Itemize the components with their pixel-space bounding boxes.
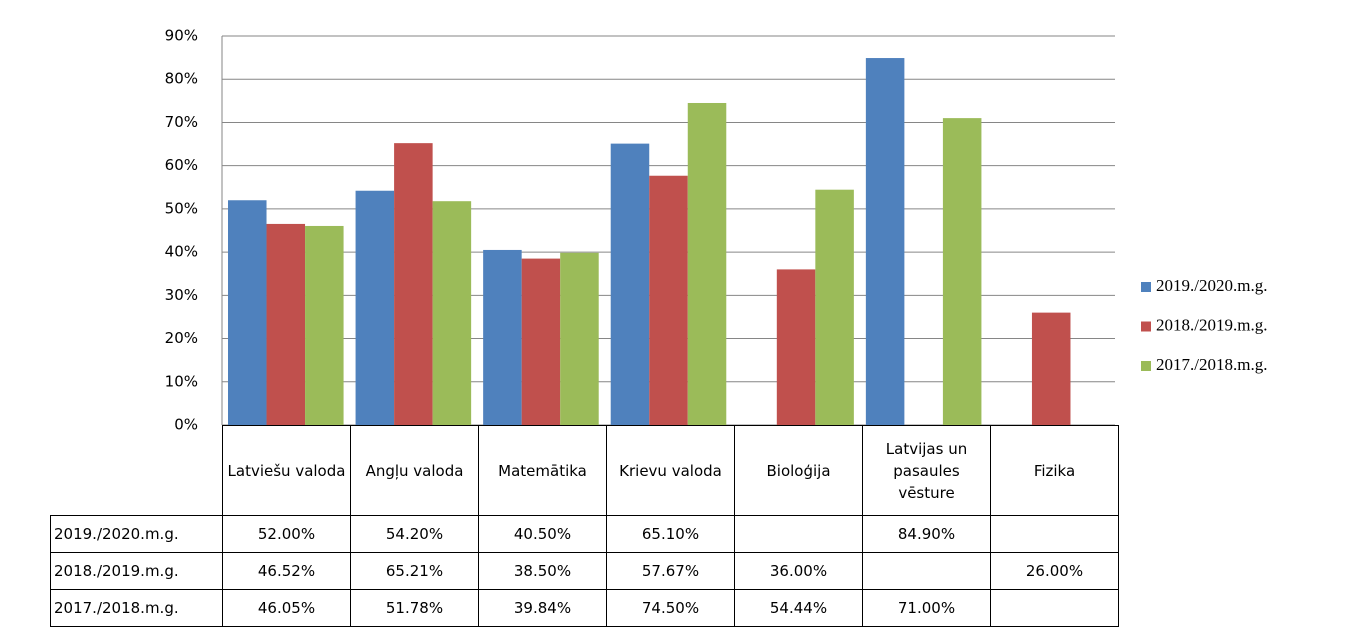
- bar: [355, 190, 395, 425]
- value-cell: 26.00%: [990, 552, 1119, 590]
- legend-label: 2018./2019.m.g.: [1156, 315, 1267, 334]
- value-cell: [990, 515, 1119, 553]
- x-tick-label: Krievu valoda: [606, 425, 735, 516]
- value-cell: 52.00%: [222, 515, 351, 553]
- bar: [394, 143, 433, 425]
- row-label: 2017./2018.m.g.: [50, 589, 223, 627]
- value-cell: [862, 552, 991, 590]
- data-table: Latviešu valoda Angļu valoda Matemātika Kri…: [50, 425, 1119, 627]
- value-cell: 84.90%: [862, 515, 991, 553]
- y-tick-label: 0%: [174, 416, 198, 434]
- legend-swatch: [1141, 282, 1151, 292]
- bar: [649, 175, 688, 425]
- y-tick-label: 20%: [165, 329, 198, 347]
- bar: [228, 200, 267, 425]
- bar: [521, 258, 561, 425]
- value-cell: 71.00%: [862, 589, 991, 627]
- bar: [305, 225, 344, 425]
- y-tick-label: 60%: [165, 156, 198, 174]
- value-cell: 65.21%: [350, 552, 479, 590]
- value-cell: 54.44%: [734, 589, 863, 627]
- y-tick-label: 80%: [165, 70, 198, 88]
- bar: [776, 269, 816, 425]
- value-cell: 65.10%: [606, 515, 735, 553]
- value-cell: 57.67%: [606, 552, 735, 590]
- value-cell: 38.50%: [478, 552, 607, 590]
- value-cell: 46.05%: [222, 589, 351, 627]
- x-tick-label: Fizika: [990, 425, 1119, 516]
- y-tick-label: 70%: [165, 113, 198, 131]
- value-cell: [734, 515, 863, 553]
- legend-label: 2019./2020.m.g.: [1156, 276, 1267, 295]
- x-tick-label: Matemātika: [478, 425, 607, 516]
- value-cell: 74.50%: [606, 589, 735, 627]
- value-cell: [990, 589, 1119, 627]
- bar: [687, 102, 727, 425]
- bar: [1031, 312, 1071, 425]
- y-tick-label: 40%: [165, 243, 198, 261]
- y-tick-label: 10%: [165, 372, 198, 390]
- y-tick-label: 30%: [165, 286, 198, 304]
- value-cell: 54.20%: [350, 515, 479, 553]
- row-label: 2018./2019.m.g.: [50, 552, 223, 590]
- table-corner: [51, 426, 223, 516]
- legend-label: 2017./2018.m.g.: [1156, 355, 1267, 374]
- bar: [610, 143, 650, 425]
- x-tick-label: Latviešu valoda: [222, 425, 351, 516]
- x-tick-label: Bioloģija: [734, 425, 863, 516]
- value-cell: 51.78%: [350, 589, 479, 627]
- value-cell: 36.00%: [734, 552, 863, 590]
- x-tick-label: Latvijas un pasaules vēsture: [862, 425, 991, 516]
- bar: [432, 201, 472, 425]
- value-cell: 46.52%: [222, 552, 351, 590]
- legend-swatch: [1141, 361, 1151, 371]
- bar: [865, 58, 905, 425]
- x-tick-label: Angļu valoda: [350, 425, 479, 516]
- bar: [266, 223, 306, 425]
- value-cell: 40.50%: [478, 515, 607, 553]
- legend-swatch: [1141, 321, 1151, 332]
- bar: [815, 189, 854, 425]
- y-tick-label: 50%: [165, 199, 198, 217]
- value-cell: 39.84%: [478, 589, 607, 627]
- bar: [942, 118, 982, 425]
- bar: [560, 252, 599, 425]
- bar: [483, 249, 522, 425]
- y-tick-label: 90%: [165, 27, 198, 45]
- row-label: 2019./2020.m.g.: [50, 515, 223, 553]
